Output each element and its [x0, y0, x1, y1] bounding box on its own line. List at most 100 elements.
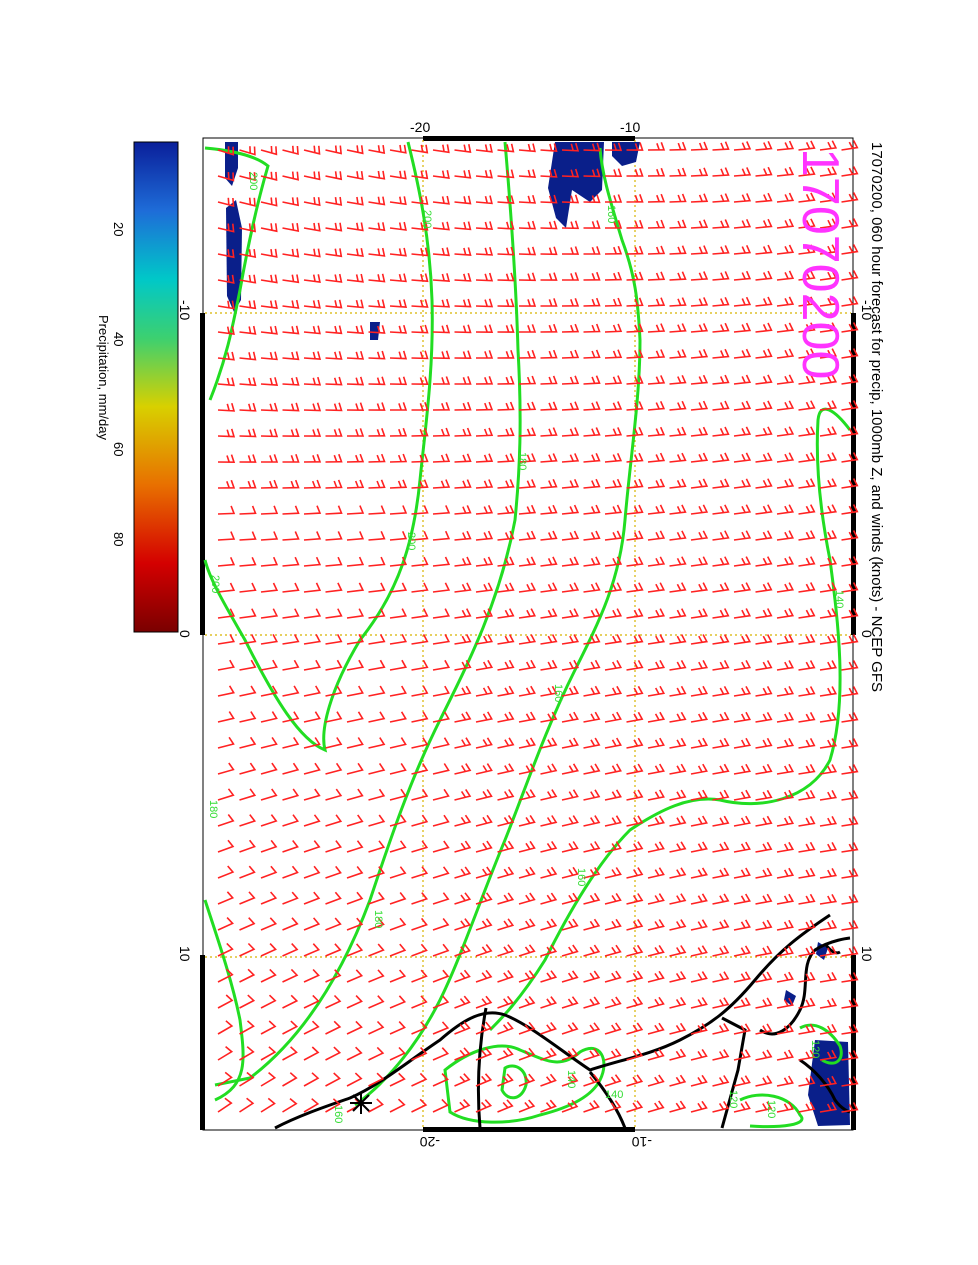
wind-barb: [819, 894, 838, 905]
coastline: [588, 1071, 627, 1129]
contour-line: [500, 1064, 528, 1100]
wind-barb: [647, 1074, 665, 1087]
wind-barb: [583, 866, 601, 879]
wind-barb: [389, 196, 407, 206]
wind-barb: [798, 841, 816, 853]
wind-barb: [217, 223, 235, 233]
wind-barb: [841, 400, 859, 411]
wind-barb: [239, 1097, 255, 1113]
wind-barb: [604, 944, 622, 957]
wind-barb: [604, 142, 623, 152]
wind-barb: [454, 763, 472, 775]
wind-barb: [819, 1101, 838, 1113]
wind-barb: [475, 1021, 493, 1035]
wind-barb: [690, 452, 709, 463]
wind-barb: [626, 841, 644, 853]
wind-barb: [798, 816, 816, 827]
wind-barb: [217, 351, 235, 361]
wind-barb: [626, 1100, 644, 1113]
coastline: [824, 944, 841, 955]
wind-barb: [755, 815, 773, 827]
wind-barb: [755, 945, 773, 957]
wind-barb: [690, 426, 709, 437]
wind-barb: [389, 788, 407, 801]
wind-barb: [239, 325, 257, 335]
wind-barb: [518, 479, 537, 489]
wind-barb: [518, 659, 537, 671]
wind-barb: [368, 917, 385, 931]
wind-barb: [798, 764, 816, 775]
wind-barb: [540, 401, 558, 411]
wind-barb: [583, 427, 601, 437]
wind-barb: [303, 248, 321, 258]
left-tick-label: 0: [177, 630, 193, 638]
wind-barb: [690, 141, 709, 151]
wind-barb: [776, 686, 795, 697]
wind-barb: [583, 246, 601, 255]
wind-barb: [368, 453, 386, 463]
wind-barb: [389, 505, 408, 515]
wind-barb: [368, 144, 386, 154]
wind-barb: [260, 428, 279, 438]
wind-barb: [282, 891, 299, 905]
wind-barb: [819, 738, 838, 749]
wind-barb: [626, 918, 644, 931]
wind-barb: [454, 556, 472, 567]
wind-barb: [368, 762, 386, 775]
wind-barb: [518, 324, 537, 333]
wind-barb: [282, 788, 300, 801]
wind-barb: [626, 168, 644, 177]
wind-barb: [497, 1099, 514, 1113]
wind-barb: [518, 169, 537, 178]
wind-barb: [411, 350, 429, 360]
wind-barb: [303, 197, 321, 207]
wind-barb: [454, 943, 471, 957]
wind-barb: [475, 634, 494, 645]
wind-barb: [626, 478, 644, 489]
wind-barb: [669, 893, 687, 905]
wind-barb: [346, 479, 365, 489]
wind-barb: [497, 789, 515, 801]
wind-barb: [690, 815, 708, 827]
wind-barb: [841, 166, 859, 177]
wind-barb: [325, 171, 343, 181]
wind-barb: [561, 1022, 579, 1035]
wind-barb: [368, 685, 386, 697]
wind-barb: [518, 298, 537, 307]
wind-barb: [389, 556, 408, 567]
wind-barb: [690, 841, 708, 853]
wind-barb: [561, 375, 580, 385]
wind-barb: [432, 1047, 450, 1061]
wind-barb: [518, 996, 536, 1009]
wind-barb: [217, 582, 236, 593]
wind-barb: [841, 634, 859, 645]
wind-barb: [733, 634, 752, 645]
wind-barb: [604, 608, 623, 619]
wind-barb: [776, 140, 795, 151]
wind-barb: [540, 427, 558, 437]
wind-barb: [712, 1023, 730, 1035]
wind-barb: [540, 349, 558, 359]
precip-patch: [784, 990, 796, 1006]
wind-barb: [776, 582, 795, 593]
wind-barb: [647, 375, 666, 385]
wind-barb: [733, 686, 752, 697]
wind-barb: [389, 530, 408, 541]
wind-barb: [368, 737, 386, 749]
wind-barb: [712, 893, 730, 905]
wind-barb: [368, 247, 386, 257]
wind-barb: [690, 245, 709, 255]
wind-barb: [411, 273, 429, 283]
wind-barb: [669, 1022, 687, 1035]
wind-barb: [518, 892, 536, 905]
wind-barb: [733, 218, 752, 229]
wind-barb: [583, 737, 601, 749]
wind-barb: [540, 892, 558, 905]
wind-barb: [561, 142, 580, 152]
contour-label: 120: [809, 1040, 821, 1058]
wind-barb: [819, 972, 838, 983]
wind-barb: [712, 582, 730, 593]
wind-barb: [669, 945, 687, 957]
wind-barb: [325, 840, 343, 853]
colorbar-tick: 20: [111, 222, 126, 236]
